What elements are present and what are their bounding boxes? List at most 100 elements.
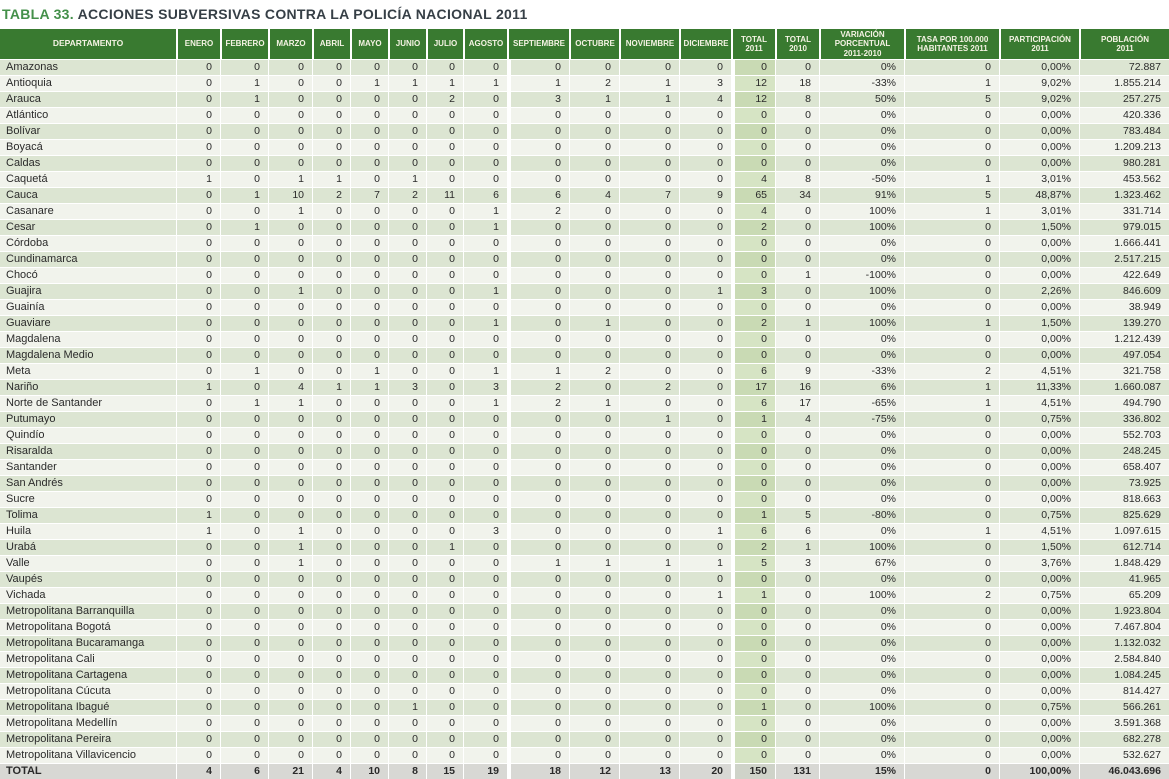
value-cell-mayo: 0	[350, 683, 388, 699]
value-cell-diciembre: 0	[679, 251, 731, 267]
value-cell-poblacion: 420.336	[1079, 107, 1169, 123]
value-cell-total-2011: 150	[731, 763, 775, 779]
value-cell-tasa-100000-hab: 2	[904, 587, 999, 603]
value-cell-septiembre: 0	[507, 459, 569, 475]
value-cell-participacion: 0,00%	[999, 427, 1079, 443]
value-cell-junio: 0	[388, 251, 426, 267]
value-cell-octubre: 0	[569, 267, 619, 283]
value-cell-mayo: 0	[350, 219, 388, 235]
value-cell-tasa-100000-hab: 0	[904, 491, 999, 507]
value-cell-mayo: 0	[350, 619, 388, 635]
value-cell-variacion-porcentual: 0%	[819, 651, 904, 667]
value-cell-mayo: 0	[350, 715, 388, 731]
value-cell-octubre: 0	[569, 427, 619, 443]
value-cell-septiembre: 0	[507, 683, 569, 699]
department-cell: Caldas	[0, 155, 176, 171]
value-cell-agosto: 1	[463, 395, 507, 411]
column-header-junio: JUNIO	[388, 29, 426, 59]
value-cell-julio: 0	[426, 731, 463, 747]
value-cell-poblacion: 846.609	[1079, 283, 1169, 299]
column-header-abril: ABRIL	[312, 29, 350, 59]
value-cell-agosto: 0	[463, 459, 507, 475]
value-cell-marzo: 0	[268, 59, 312, 75]
value-cell-total-2011: 0	[731, 59, 775, 75]
value-cell-poblacion: 1.084.245	[1079, 667, 1169, 683]
value-cell-febrero: 0	[220, 283, 268, 299]
value-cell-febrero: 1	[220, 187, 268, 203]
value-cell-septiembre: 0	[507, 59, 569, 75]
value-cell-variacion-porcentual: 0%	[819, 299, 904, 315]
value-cell-julio: 0	[426, 699, 463, 715]
value-cell-variacion-porcentual: -50%	[819, 171, 904, 187]
value-cell-participacion: 0,00%	[999, 715, 1079, 731]
value-cell-julio: 0	[426, 587, 463, 603]
value-cell-total-2011: 5	[731, 555, 775, 571]
value-cell-tasa-100000-hab: 1	[904, 315, 999, 331]
value-cell-octubre: 0	[569, 443, 619, 459]
value-cell-enero: 0	[176, 203, 220, 219]
value-cell-julio: 0	[426, 603, 463, 619]
value-cell-noviembre: 0	[619, 699, 679, 715]
value-cell-julio: 0	[426, 315, 463, 331]
value-cell-total-2010: 6	[775, 523, 819, 539]
value-cell-diciembre: 0	[679, 395, 731, 411]
value-cell-enero: 1	[176, 507, 220, 523]
value-cell-total-2011: 1	[731, 699, 775, 715]
value-cell-tasa-100000-hab: 0	[904, 715, 999, 731]
value-cell-total-2010: 0	[775, 731, 819, 747]
value-cell-tasa-100000-hab: 0	[904, 635, 999, 651]
value-cell-septiembre: 18	[507, 763, 569, 779]
value-cell-poblacion: 46.043.696	[1079, 763, 1169, 779]
value-cell-marzo: 0	[268, 507, 312, 523]
value-cell-junio: 0	[388, 123, 426, 139]
value-cell-noviembre: 0	[619, 667, 679, 683]
value-cell-abril: 0	[312, 619, 350, 635]
value-cell-julio: 2	[426, 91, 463, 107]
value-cell-septiembre: 2	[507, 203, 569, 219]
value-cell-participacion: 0,00%	[999, 619, 1079, 635]
value-cell-total-2011: 0	[731, 603, 775, 619]
value-cell-febrero: 0	[220, 667, 268, 683]
value-cell-julio: 0	[426, 139, 463, 155]
value-cell-julio: 0	[426, 299, 463, 315]
department-cell: Amazonas	[0, 59, 176, 75]
value-cell-enero: 0	[176, 331, 220, 347]
value-cell-marzo: 0	[268, 731, 312, 747]
value-cell-junio: 0	[388, 59, 426, 75]
value-cell-agosto: 19	[463, 763, 507, 779]
value-cell-septiembre: 0	[507, 155, 569, 171]
value-cell-total-2010: 0	[775, 491, 819, 507]
value-cell-abril: 0	[312, 667, 350, 683]
table-row: Tolima 1 0 0 0 0 0 0 0 0 0 0 0 1 5 -80% 0 0,75% 825.629	[0, 507, 1169, 523]
value-cell-abril: 0	[312, 411, 350, 427]
department-cell: Nariño	[0, 379, 176, 395]
value-cell-mayo: 1	[350, 363, 388, 379]
value-cell-participacion: 0,75%	[999, 507, 1079, 523]
table-row: Vichada 0 0 0 0 0 0 0 0 0 0 0 1 1 0 100% 2 0,75% 65.209	[0, 587, 1169, 603]
value-cell-noviembre: 0	[619, 539, 679, 555]
value-cell-total-2010: 0	[775, 635, 819, 651]
value-cell-julio: 0	[426, 491, 463, 507]
value-cell-total-2010: 3	[775, 555, 819, 571]
value-cell-diciembre: 0	[679, 219, 731, 235]
value-cell-total-2011: 2	[731, 315, 775, 331]
value-cell-septiembre: 2	[507, 395, 569, 411]
table-title: TABLA 33. ACCIONES SUBVERSIVAS CONTRA LA…	[0, 0, 1169, 29]
value-cell-noviembre: 1	[619, 91, 679, 107]
department-cell: Antioquia	[0, 75, 176, 91]
table-row: Putumayo 0 0 0 0 0 0 0 0 0 0 1 0 1 4 -75% 0 0,75% 336.802	[0, 411, 1169, 427]
table-row: Antioquia 0 1 0 0 1 1 1 1 1 2 1 3 12 18 -33% 1 9,02% 1.855…	[0, 75, 1169, 91]
value-cell-septiembre: 0	[507, 283, 569, 299]
value-cell-variacion-porcentual: 100%	[819, 219, 904, 235]
value-cell-enero: 0	[176, 491, 220, 507]
value-cell-diciembre: 0	[679, 539, 731, 555]
value-cell-abril: 0	[312, 427, 350, 443]
value-cell-agosto: 0	[463, 539, 507, 555]
table-row: Urabá 0 0 1 0 0 0 1 0 0 0 0 0 2 1 100% 0 1,50% 612.714	[0, 539, 1169, 555]
value-cell-enero: 0	[176, 155, 220, 171]
value-cell-noviembre: 0	[619, 427, 679, 443]
value-cell-mayo: 0	[350, 107, 388, 123]
value-cell-tasa-100000-hab: 0	[904, 331, 999, 347]
value-cell-abril: 0	[312, 235, 350, 251]
column-header-febrero: FEBRERO	[220, 29, 268, 59]
